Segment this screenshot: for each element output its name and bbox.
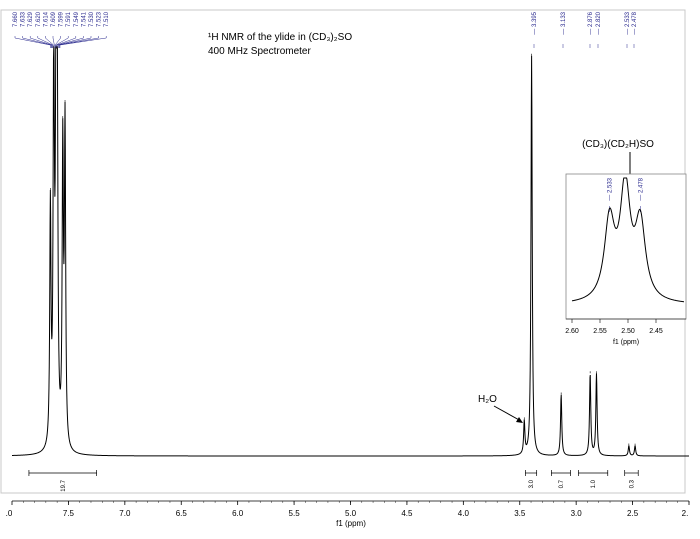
inset-chart: (CD₃)(CD₂H)SO — 2.533 — 2.478 2.60 2.55 2.5… <box>565 139 687 346</box>
aromatic-peak-label-10: 7.530 <box>89 11 95 27</box>
aromatic-peak-label-0: 7.660 <box>13 11 19 27</box>
aromatic-label-connector-11 <box>58 36 99 48</box>
aromatic-peak-label-6: 7.599 <box>59 11 65 27</box>
x-tick-label-6: 5.0 <box>345 509 357 518</box>
chart-title: ¹H NMR of the ylide in (CD₃)₂SO <box>208 32 352 43</box>
inset-frame <box>565 173 687 320</box>
inset-spectrum-line <box>571 177 685 303</box>
aromatic-peak-label-12: 7.510 <box>104 11 110 27</box>
peak-label-group: 7.660 7.633 7.629 7.620 7.614 7.609 7.599 7.591… <box>13 11 638 48</box>
inset-x-axis: 2.60 2.55 2.50 2.45 <box>565 318 686 335</box>
aromatic-label-connector-5 <box>52 36 55 48</box>
water-annotation-arrowhead <box>516 417 523 423</box>
x-tick-label-12: 2. <box>682 509 689 518</box>
aromatic-peak-label-2: 7.629 <box>28 11 34 27</box>
x-tick-label-11: 2.5 <box>627 509 639 518</box>
inset-x-axis-label: f1 (ppm) <box>613 339 639 346</box>
water-annotation-arrow <box>493 405 522 422</box>
spectrum-group <box>11 46 689 457</box>
x-tick-label-1: 7.5 <box>63 509 75 518</box>
aliphatic-peak-label-4: — 2.533 <box>625 11 631 34</box>
aromatic-label-connector-8 <box>56 36 77 48</box>
x-tick-label-8: 4.0 <box>458 509 470 518</box>
aromatic-peak-label-8: 7.549 <box>74 11 80 27</box>
aromatic-peak-label-7: 7.591 <box>66 11 72 27</box>
integral-value-1: 3.0 <box>529 479 535 488</box>
inset-title: (CD₃)(CD₂H)SO <box>582 139 654 150</box>
integral-value-4: 0.3 <box>629 479 635 488</box>
aromatic-peak-label-9: 7.541 <box>81 11 87 27</box>
aliphatic-peak-label-0: — 3.395 <box>532 11 538 34</box>
x-tick-label-9: 3.5 <box>514 509 526 518</box>
aromatic-label-connector-9 <box>57 36 84 48</box>
x-axis-label: f1 (ppm) <box>336 519 366 528</box>
x-tick-label-0: .0 <box>6 509 13 518</box>
integral-value-2: 0.7 <box>559 479 565 488</box>
integral-value-0: 19.7 <box>61 479 67 491</box>
aromatic-label-connector-0 <box>14 36 51 48</box>
inset-peak-label-1: — 2.478 <box>638 177 644 200</box>
integral-value-3: 1.0 <box>591 479 597 488</box>
aromatic-label-connector-6 <box>54 36 61 48</box>
water-peak-annotation: H₂O <box>478 394 497 405</box>
inset-x-tick-label-1: 2.55 <box>593 328 607 335</box>
inset-peak-label-0: — 2.533 <box>608 177 614 200</box>
aliphatic-peak-label-3: — 2.820 <box>596 11 602 34</box>
inset-x-tick-label-2: 2.50 <box>621 328 635 335</box>
x-tick-label-10: 3.0 <box>571 509 583 518</box>
aliphatic-peak-label-5: — 2.478 <box>632 11 638 34</box>
aromatic-label-connector-3 <box>37 36 54 48</box>
x-tick-label-2: 7.0 <box>119 509 131 518</box>
inset-x-tick-label-3: 2.45 <box>649 328 663 335</box>
aromatic-peak-label-4: 7.614 <box>43 11 49 27</box>
aliphatic-peak-label-1: — 3.133 <box>561 11 567 34</box>
x-tick-label-3: 6.5 <box>176 509 188 518</box>
aromatic-peak-label-5: 7.609 <box>51 11 57 27</box>
aromatic-peak-label-1: 7.633 <box>21 11 27 27</box>
x-axis: .0 7.5 7.0 6.5 6.0 5.5 5.0 4.5 4.0 3.5 3.0 2.5 2. <box>6 500 690 518</box>
x-tick-label-7: 4.5 <box>401 509 413 518</box>
aromatic-peak-label-3: 7.620 <box>36 11 42 27</box>
spectrum-line <box>11 47 689 457</box>
x-tick-label-4: 6.0 <box>232 509 244 518</box>
aromatic-label-connector-10 <box>58 36 92 48</box>
integrals-group: 19.7 3.0 0.7 1.0 0.3 <box>28 470 639 492</box>
aromatic-label-connector-12 <box>59 36 107 48</box>
inset-spectrum-group <box>571 177 685 303</box>
chart-subtitle: 400 MHz Spectrometer <box>208 46 311 57</box>
aliphatic-peak-label-2: — 2.876 <box>588 11 594 34</box>
x-tick-label-5: 5.5 <box>289 509 301 518</box>
inset-x-tick-label-0: 2.60 <box>565 328 579 335</box>
aromatic-label-connector-2 <box>29 36 53 48</box>
aromatic-peak-label-11: 7.523 <box>97 11 103 27</box>
aromatic-label-connector-1 <box>22 36 52 48</box>
